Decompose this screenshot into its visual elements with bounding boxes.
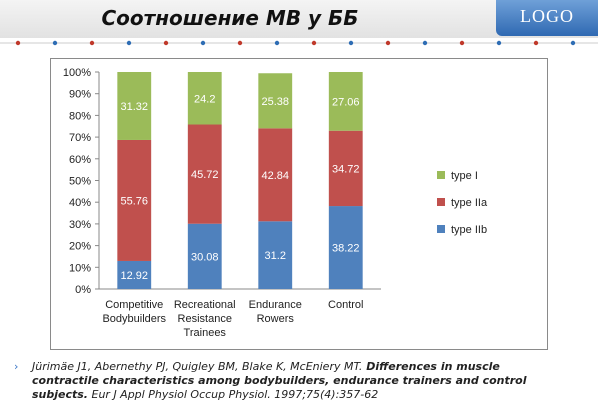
legend-swatch <box>437 225 445 233</box>
legend-label: type I <box>451 170 478 182</box>
stacked-bar-chart: 0% 10% 20% 30% 40% 50% 60% 70% 80% 90% 100% 12.92 55… <box>63 67 488 339</box>
citation-journal: Eur J Appl Physiol Occup Physiol. 1997;7… <box>88 388 379 401</box>
decor-dot <box>15 40 21 46</box>
citation-title-part-2: contractile characteristics among bodybu… <box>32 374 527 387</box>
decor-dot <box>237 40 243 46</box>
y-tick-label: 100% <box>63 67 91 79</box>
y-tick-label: 80% <box>69 110 91 122</box>
bar-segment <box>328 130 363 207</box>
decor-dot <box>533 40 539 46</box>
citation-authors: Jürimäe J1, Abernethy PJ, Quigley BM, Bl… <box>32 360 363 373</box>
data-label: 38.22 <box>332 243 360 255</box>
decor-dot <box>570 40 576 46</box>
logo-text: LOGO <box>520 6 574 26</box>
y-tick-label: 50% <box>69 176 91 188</box>
x-tick-label: Recreational <box>174 299 236 311</box>
y-tick-label: 30% <box>69 219 91 231</box>
x-tick-label: Competitive <box>105 299 163 311</box>
bar-segment <box>117 72 152 140</box>
logo: LOGO <box>496 0 598 36</box>
data-label: 31.2 <box>265 250 286 262</box>
data-label: 31.32 <box>120 101 148 113</box>
citation-line-2: contractile characteristics among bodybu… <box>32 374 527 388</box>
legend-swatch <box>437 198 445 206</box>
data-label: 12.92 <box>120 270 148 282</box>
bar-segment <box>258 73 293 129</box>
y-tick-label: 60% <box>69 154 91 166</box>
x-tick-label: Trainees <box>184 327 227 339</box>
data-label: 45.72 <box>191 169 219 181</box>
decor-dot <box>385 40 391 46</box>
citation-line-3: subjects. Eur J Appl Physiol Occup Physi… <box>32 388 378 402</box>
bar-segment <box>187 72 222 125</box>
decor-dot <box>200 40 206 46</box>
bar-segment <box>328 206 363 289</box>
data-label: 55.76 <box>120 195 148 207</box>
data-label: 27.06 <box>332 96 360 108</box>
citation-title-part-3: subjects. <box>32 388 88 401</box>
legend-label: type IIb <box>451 224 487 236</box>
bullet-icon: › <box>14 360 19 373</box>
legend-label: type IIa <box>451 197 488 209</box>
data-label: 25.38 <box>261 96 289 108</box>
data-label: 42.84 <box>261 170 289 182</box>
decor-dot <box>496 40 502 46</box>
x-tick-label: Resistance <box>178 313 232 325</box>
legend-swatch <box>437 171 445 179</box>
y-tick-label: 20% <box>69 241 91 253</box>
decor-dot <box>52 40 58 46</box>
decorative-dot-line <box>0 40 598 46</box>
bar-segment <box>187 223 222 289</box>
y-tick-label: 0% <box>75 284 91 296</box>
y-tick-label: 40% <box>69 197 91 209</box>
y-tick-label: 10% <box>69 262 91 274</box>
decor-dot <box>274 40 280 46</box>
y-tick-label: 90% <box>69 89 91 101</box>
bar-segment <box>258 128 293 222</box>
x-tick-label: Control <box>328 299 363 311</box>
bar-segment <box>258 221 293 289</box>
decor-dot <box>126 40 132 46</box>
chart-frame: 0% 10% 20% 30% 40% 50% 60% 70% 80% 90% 100% 12.92 55… <box>50 58 548 350</box>
slide-title: Соотношение МВ у ББ <box>101 6 359 30</box>
x-tick-label: Rowers <box>257 313 295 325</box>
bar-segment <box>187 124 222 224</box>
data-label: 30.08 <box>191 251 219 263</box>
decor-dot <box>163 40 169 46</box>
citation-line-1: Jürimäe J1, Abernethy PJ, Quigley BM, Bl… <box>32 360 500 374</box>
bar-segment <box>328 72 363 131</box>
decor-dot <box>311 40 317 46</box>
decor-dot <box>89 40 95 46</box>
x-tick-label: Bodybuilders <box>102 313 166 325</box>
decor-dot <box>348 40 354 46</box>
decor-dot <box>422 40 428 46</box>
data-label: 24.2 <box>194 93 215 105</box>
data-label: 34.72 <box>332 163 360 175</box>
bar-segment <box>117 260 152 289</box>
decor-dot <box>459 40 465 46</box>
y-tick-label: 70% <box>69 132 91 144</box>
citation-title-part-1: Differences in muscle <box>362 360 500 373</box>
x-tick-label: Endurance <box>249 299 302 311</box>
bar-segment <box>117 139 152 261</box>
